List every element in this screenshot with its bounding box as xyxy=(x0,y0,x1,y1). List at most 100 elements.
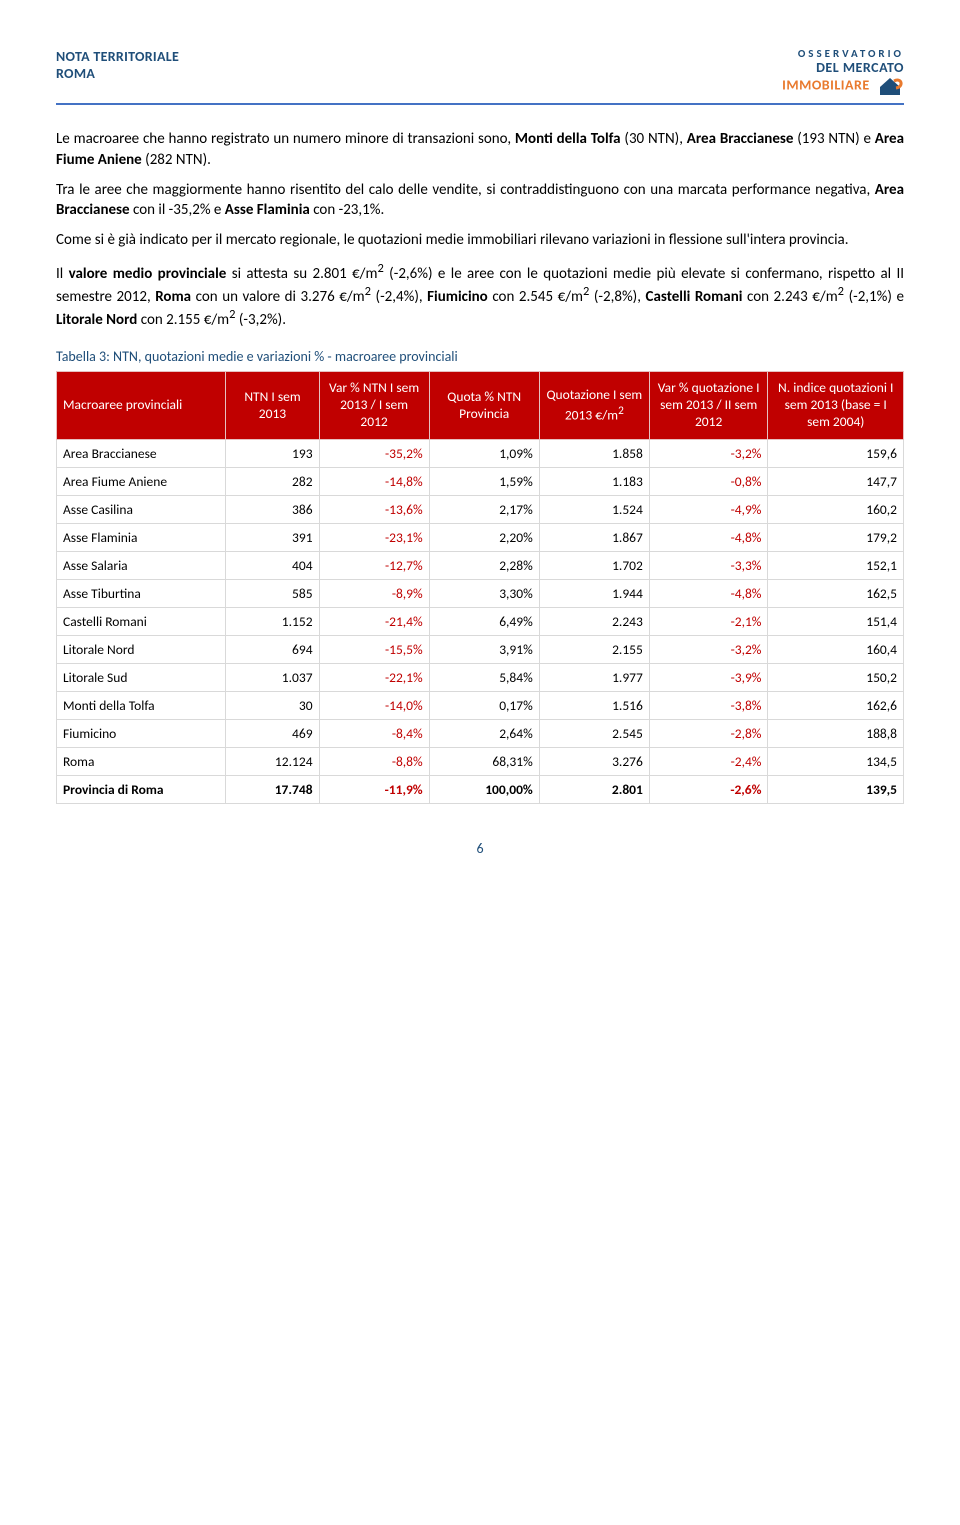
cell-idx: 162,5 xyxy=(768,580,904,608)
house-icon xyxy=(876,75,904,99)
cell-var-ntn: -11,9% xyxy=(319,776,429,804)
table-row: Asse Flaminia391-23,1%2,20%1.867-4,8%179… xyxy=(57,524,904,552)
paragraph-3: Come si è già indicato per il mercato re… xyxy=(56,230,904,250)
table-row-total: Provincia di Roma17.748-11,9%100,00%2.80… xyxy=(57,776,904,804)
bold-term: Asse Flaminia xyxy=(225,201,310,219)
superscript: 2 xyxy=(583,284,589,299)
cell-ntn: 12.124 xyxy=(226,748,319,776)
cell-name: Castelli Romani xyxy=(57,608,226,636)
cell-ntn: 694 xyxy=(226,636,319,664)
table-row: Litorale Nord694-15,5%3,91%2.155-3,2%160… xyxy=(57,636,904,664)
cell-quot: 1.977 xyxy=(539,664,649,692)
cell-ntn: 282 xyxy=(226,468,319,496)
logo-line2: DEL MERCATO IMMOBILIARE xyxy=(782,60,904,99)
cell-quot: 1.524 xyxy=(539,496,649,524)
cell-var-q: -4,9% xyxy=(649,496,768,524)
cell-ntn: 391 xyxy=(226,524,319,552)
cell-var-q: -2,1% xyxy=(649,608,768,636)
cell-var-q: -4,8% xyxy=(649,580,768,608)
cell-name: Asse Tiburtina xyxy=(57,580,226,608)
bold-term: Litorale Nord xyxy=(56,311,137,329)
table-row: Asse Casilina386-13,6%2,17%1.524-4,9%160… xyxy=(57,496,904,524)
cell-quota: 6,49% xyxy=(429,608,539,636)
cell-var-q: -3,2% xyxy=(649,440,768,468)
cell-quota: 2,17% xyxy=(429,496,539,524)
cell-name: Asse Casilina xyxy=(57,496,226,524)
cell-var-q: -3,2% xyxy=(649,636,768,664)
cell-var-ntn: -14,0% xyxy=(319,692,429,720)
body-text: (30 NTN), xyxy=(624,130,686,148)
page-header: NOTA TERRITORIALE ROMA OSSERVATORIO DEL … xyxy=(56,48,904,99)
cell-var-ntn: -13,6% xyxy=(319,496,429,524)
cell-quota: 3,30% xyxy=(429,580,539,608)
cell-var-ntn: -35,2% xyxy=(319,440,429,468)
cell-var-ntn: -8,4% xyxy=(319,720,429,748)
header-rule xyxy=(56,103,904,105)
cell-var-ntn: -15,5% xyxy=(319,636,429,664)
body-text: con 2.545 €/m xyxy=(492,288,583,306)
cell-name: Litorale Nord xyxy=(57,636,226,664)
table-row: Castelli Romani1.152-21,4%6,49%2.243-2,1… xyxy=(57,608,904,636)
body-text: Le macroaree che hanno registrato un num… xyxy=(56,130,515,148)
cell-name: Asse Salaria xyxy=(57,552,226,580)
page-number: 6 xyxy=(56,840,904,857)
cell-quota: 2,64% xyxy=(429,720,539,748)
cell-ntn: 469 xyxy=(226,720,319,748)
cell-var-q: -3,8% xyxy=(649,692,768,720)
cell-ntn: 17.748 xyxy=(226,776,319,804)
cell-idx: 160,4 xyxy=(768,636,904,664)
cell-quot: 1.944 xyxy=(539,580,649,608)
cell-name: Roma xyxy=(57,748,226,776)
cell-var-ntn: -14,8% xyxy=(319,468,429,496)
cell-name: Litorale Sud xyxy=(57,664,226,692)
data-table: Macroaree provinciali NTN I sem 2013 Var… xyxy=(56,371,904,804)
body-text: (-2,4%), xyxy=(376,288,428,306)
body-text: Il xyxy=(56,265,69,283)
superscript: 2 xyxy=(229,307,235,322)
cell-quota: 0,17% xyxy=(429,692,539,720)
cell-var-ntn: -21,4% xyxy=(319,608,429,636)
cell-name: Monti della Tolfa xyxy=(57,692,226,720)
cell-idx: 151,4 xyxy=(768,608,904,636)
cell-quot: 2.155 xyxy=(539,636,649,664)
cell-var-q: -2,6% xyxy=(649,776,768,804)
col-header: Quotazione I sem 2013 €/m2 xyxy=(539,372,649,440)
cell-ntn: 404 xyxy=(226,552,319,580)
col-header: Var % quotazione I sem 2013 / II sem 201… xyxy=(649,372,768,440)
paragraph-4: Il valore medio provinciale si attesta s… xyxy=(56,261,904,331)
cell-idx: 179,2 xyxy=(768,524,904,552)
cell-quota: 3,91% xyxy=(429,636,539,664)
body-text: (-2,1%) e xyxy=(849,288,904,306)
superscript: 2 xyxy=(365,284,371,299)
cell-name: Fiumicino xyxy=(57,720,226,748)
cell-ntn: 193 xyxy=(226,440,319,468)
cell-quot: 2.243 xyxy=(539,608,649,636)
cell-quot: 1.702 xyxy=(539,552,649,580)
cell-idx: 139,5 xyxy=(768,776,904,804)
cell-quot: 1.867 xyxy=(539,524,649,552)
col-header: NTN I sem 2013 xyxy=(226,372,319,440)
cell-quota: 1,09% xyxy=(429,440,539,468)
body-text: con 2.243 €/m xyxy=(747,288,838,306)
cell-name: Area Braccianese xyxy=(57,440,226,468)
cell-idx: 150,2 xyxy=(768,664,904,692)
body-text: si attesta su 2.801 €/m xyxy=(232,265,378,283)
bold-term: Castelli Romani xyxy=(646,288,743,306)
table-body: Area Braccianese193-35,2%1,09%1.858-3,2%… xyxy=(57,440,904,804)
table-caption: Tabella 3: NTN, quotazioni medie e varia… xyxy=(56,348,904,365)
cell-quota: 100,00% xyxy=(429,776,539,804)
table-row: Area Braccianese193-35,2%1,09%1.858-3,2%… xyxy=(57,440,904,468)
cell-idx: 162,6 xyxy=(768,692,904,720)
cell-var-q: -3,9% xyxy=(649,664,768,692)
cell-quota: 2,28% xyxy=(429,552,539,580)
cell-quot: 3.276 xyxy=(539,748,649,776)
doc-title-line1: NOTA TERRITORIALE xyxy=(56,48,179,65)
cell-idx: 147,7 xyxy=(768,468,904,496)
cell-quota: 68,31% xyxy=(429,748,539,776)
body-text: con -23,1%. xyxy=(313,201,384,219)
body-text: con il -35,2% e xyxy=(133,201,225,219)
cell-var-ntn: -12,7% xyxy=(319,552,429,580)
body-text: (282 NTN). xyxy=(145,151,211,169)
doc-title-line2: ROMA xyxy=(56,65,179,82)
body-text: (-2,8%), xyxy=(594,288,646,306)
